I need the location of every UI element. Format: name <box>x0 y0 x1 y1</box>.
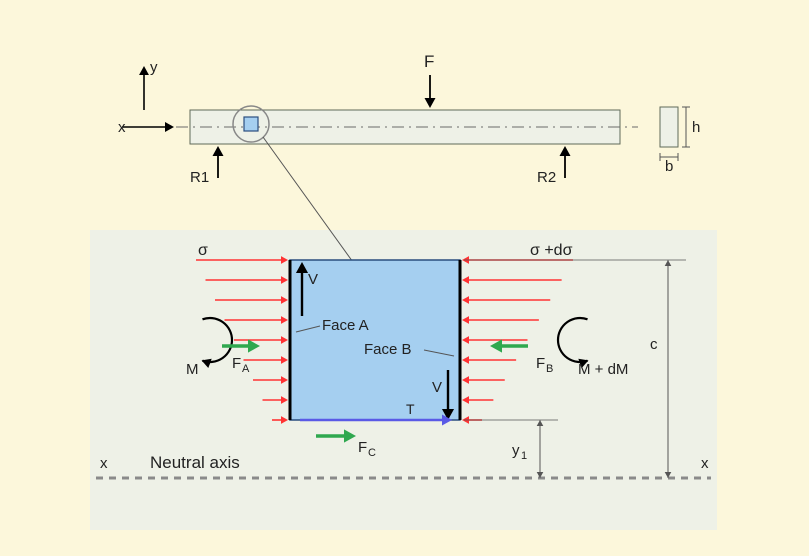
label-FA-sub: A <box>242 363 250 375</box>
label-FA: F <box>232 355 241 372</box>
element-marker <box>244 117 258 131</box>
label-M: M <box>186 361 199 378</box>
label-neutral-axis: Neutral axis <box>150 453 240 472</box>
label-b: b <box>665 158 673 175</box>
label-neutral-x-left: x <box>100 455 108 472</box>
label-h: h <box>692 119 700 136</box>
force-F-head <box>425 98 436 108</box>
label-FB: F <box>536 355 545 372</box>
label-x: x <box>118 119 126 136</box>
label-sigma-d: σ +dσ <box>530 242 573 259</box>
label-V-left: V <box>308 271 318 288</box>
reaction-R1-head <box>213 146 224 156</box>
axis-x-head <box>165 122 174 132</box>
label-neutral-x-right: x <box>701 455 709 472</box>
label-V-right: V <box>432 379 442 396</box>
label-FC: F <box>358 439 367 456</box>
label-c: c <box>650 336 658 353</box>
label-y1-sub: 1 <box>521 450 527 462</box>
reaction-R2-head <box>560 146 571 156</box>
label-y: y <box>150 59 158 76</box>
label-FaceB: Face B <box>364 341 412 358</box>
label-R1: R1 <box>190 169 209 186</box>
cross-section <box>660 107 678 147</box>
label-R2: R2 <box>537 169 556 186</box>
diagram-canvas: hbyxFR1R2σσ +dσMM + dMVVFAFBFCTFace AFac… <box>0 0 809 556</box>
label-F: F <box>424 52 434 71</box>
label-sigma: σ <box>198 242 208 259</box>
label-T: T <box>406 401 415 417</box>
label-MdM: M + dM <box>578 361 628 378</box>
axis-y-head <box>139 66 149 75</box>
label-FC-sub: C <box>368 447 376 459</box>
label-FaceA: Face A <box>322 317 369 334</box>
label-y1: y <box>512 442 520 459</box>
label-FB-sub: B <box>546 363 553 375</box>
